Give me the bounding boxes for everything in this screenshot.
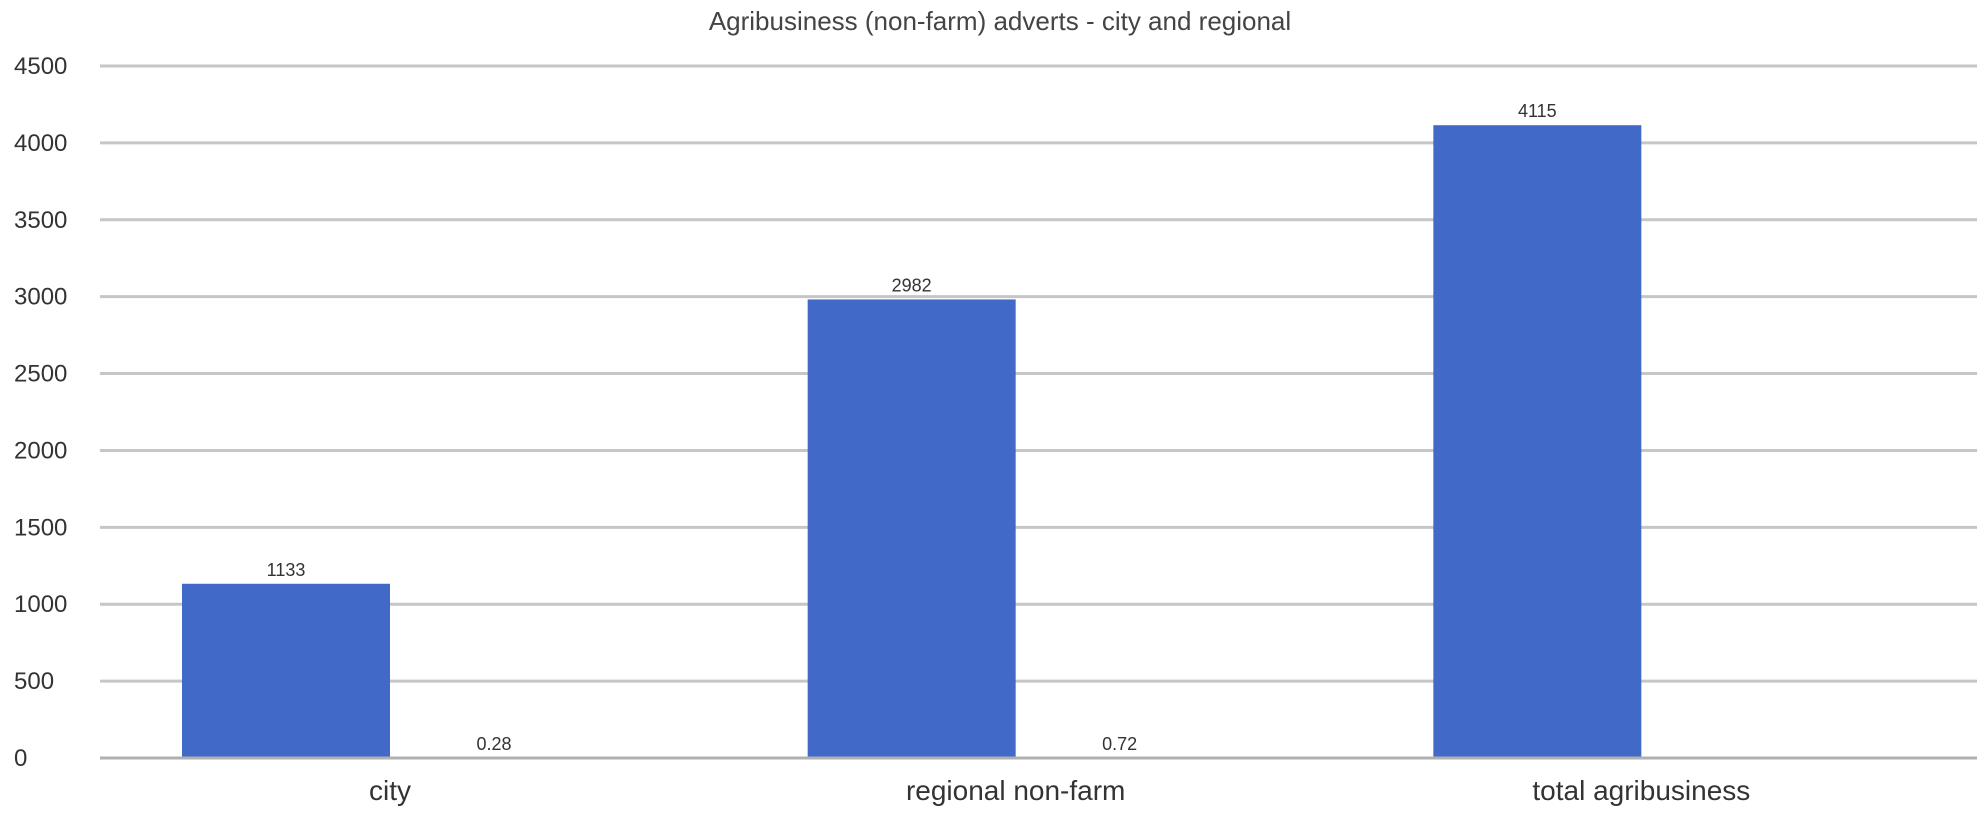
data-label: 0.28 <box>476 734 511 754</box>
data-label: 4115 <box>1518 101 1557 121</box>
x-tick-label: city <box>369 775 411 806</box>
y-tick-label: 3500 <box>14 207 67 234</box>
x-tick-label: regional non-farm <box>906 775 1125 806</box>
y-tick-label: 1500 <box>14 514 67 541</box>
y-tick-label: 4000 <box>14 130 67 157</box>
data-label: 2982 <box>892 275 932 295</box>
x-tick-label: total agribusiness <box>1532 775 1750 806</box>
y-tick-label: 0 <box>14 745 27 772</box>
bar <box>1433 125 1641 758</box>
y-tick-label: 2000 <box>14 437 67 464</box>
data-label: 0.72 <box>1102 734 1137 754</box>
bar <box>182 584 390 758</box>
y-tick-label: 1000 <box>14 591 67 618</box>
data-label: 1133 <box>267 560 306 580</box>
y-tick-label: 500 <box>14 668 54 695</box>
y-tick-label: 2500 <box>14 361 67 388</box>
bar <box>808 299 1016 758</box>
y-tick-label: 3000 <box>14 284 67 311</box>
y-tick-label: 4500 <box>14 53 67 80</box>
chart-title: Agribusiness (non-farm) adverts - city a… <box>709 6 1291 36</box>
